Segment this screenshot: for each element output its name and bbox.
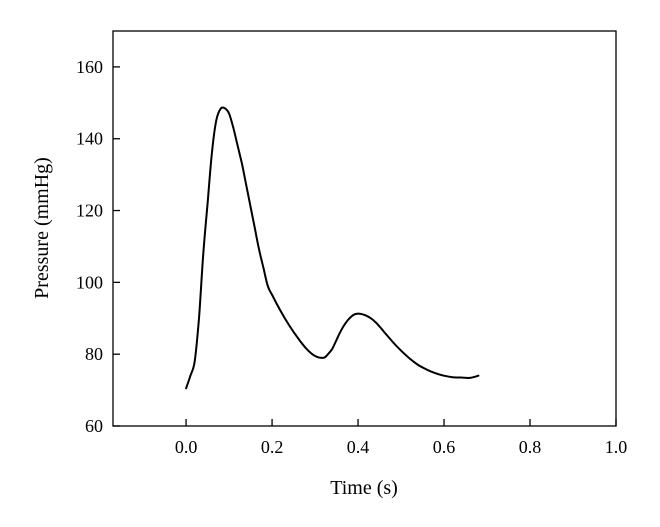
y-tick-label: 140: [76, 129, 103, 149]
x-tick-label: 0.6: [433, 437, 456, 457]
x-tick-label: 0.2: [261, 437, 284, 457]
x-tick-label: 0.8: [519, 437, 542, 457]
x-axis-label: Time (s): [330, 477, 398, 499]
x-axis: 0.0 0.2 0.4 0.6 0.8 1.0: [175, 419, 627, 457]
y-tick-label: 60: [85, 416, 103, 436]
y-tick-label: 120: [76, 201, 103, 221]
y-tick-label: 160: [76, 57, 103, 77]
y-tick-label: 100: [76, 272, 103, 292]
pressure-series-line: [185, 106, 480, 390]
x-tick-label: 0.0: [175, 437, 198, 457]
y-axis-label: Pressure (mmHg): [31, 157, 53, 299]
x-tick-label: 1.0: [605, 437, 628, 457]
y-axis: 60 80 100 120 140 160: [76, 57, 120, 436]
y-tick-label: 80: [85, 344, 103, 364]
plot-frame: [112, 30, 617, 427]
x-tick-label: 0.4: [347, 437, 370, 457]
